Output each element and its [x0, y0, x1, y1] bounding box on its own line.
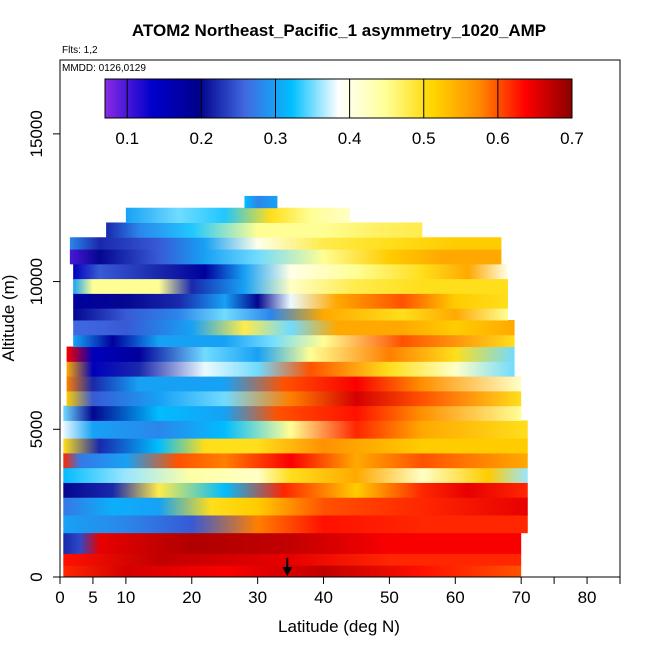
heatmap-band — [63, 497, 528, 516]
heatmap-band — [63, 482, 528, 498]
y-axis: 0 5000 10000 15000 — [27, 110, 60, 582]
dates-note: MMDD: 0126,0129 — [62, 63, 146, 74]
heatmap-band — [63, 565, 522, 577]
x-tick-label: 80 — [578, 588, 597, 607]
heatmap-band — [66, 390, 522, 407]
marker-arrow-head — [282, 567, 293, 576]
x-tick-label: 60 — [446, 588, 465, 607]
heatmap-band — [63, 514, 528, 534]
colorbar-tick-label: 0.1 — [115, 129, 139, 148]
colorbar-gradient — [104, 78, 573, 119]
heatmap-band — [73, 334, 515, 348]
x-tick-label: 30 — [248, 588, 267, 607]
heatmap-band — [69, 237, 502, 250]
x-tick-label: 10 — [116, 588, 135, 607]
y-tick-label: 0 — [27, 572, 46, 581]
colorbar-tick-label: 0.4 — [338, 129, 362, 148]
heatmap-band — [66, 376, 522, 392]
chart-title: ATOM2 Northeast_Pacific_1 asymmetry_1020… — [132, 21, 546, 40]
colorbar: 0.1 0.2 0.3 0.4 0.5 0.6 0.7 — [104, 78, 584, 148]
heatmap-band — [63, 405, 522, 421]
flights-note: Flts: 1,2 — [62, 45, 98, 56]
heatmap-band — [63, 553, 522, 566]
y-tick-label: 5000 — [27, 410, 46, 448]
heatmap-band — [63, 452, 528, 469]
heatmap-band — [73, 319, 515, 336]
heatmap-band — [66, 346, 515, 362]
heatmap-band — [69, 249, 502, 265]
heatmap-band — [106, 222, 423, 238]
y-tick-label: 10000 — [27, 258, 46, 305]
heatmap-band — [73, 308, 509, 321]
x-axis-label: Latitude (deg N) — [278, 617, 400, 636]
colorbar-tick-label: 0.2 — [190, 129, 214, 148]
heatmap-band — [244, 195, 278, 209]
x-tick-label: 5 — [88, 588, 97, 607]
heatmap-band — [63, 467, 528, 483]
latitude-marker — [282, 557, 293, 576]
heatmap-band — [125, 207, 350, 223]
heatmap-band — [63, 420, 528, 439]
y-tick-label: 15000 — [27, 110, 46, 157]
x-tick-label: 0 — [55, 588, 64, 607]
colorbar-tick-label: 0.6 — [486, 129, 510, 148]
x-tick-label: 70 — [512, 588, 531, 607]
heatmap-band — [63, 532, 522, 554]
heatmap-band — [73, 263, 509, 280]
heatmap-band — [63, 438, 528, 454]
heatmap-band — [73, 278, 509, 294]
colorbar-tick-label: 0.7 — [560, 129, 584, 148]
x-tick-label: 50 — [380, 588, 399, 607]
colorbar-tick-label: 0.3 — [264, 129, 288, 148]
x-tick-label: 20 — [182, 588, 201, 607]
heatmap-bands — [63, 195, 528, 577]
x-axis: 0 5 10 20 30 40 50 60 70 80 — [55, 577, 621, 607]
y-axis-label: Altitude (m) — [0, 275, 18, 362]
heatmap-band — [73, 293, 509, 309]
heatmap-band — [66, 361, 515, 377]
colorbar-ticks: 0.1 0.2 0.3 0.4 0.5 0.6 0.7 — [115, 79, 584, 148]
colorbar-tick-label: 0.5 — [412, 129, 436, 148]
x-tick-label: 40 — [314, 588, 333, 607]
plot-frame — [59, 59, 621, 578]
